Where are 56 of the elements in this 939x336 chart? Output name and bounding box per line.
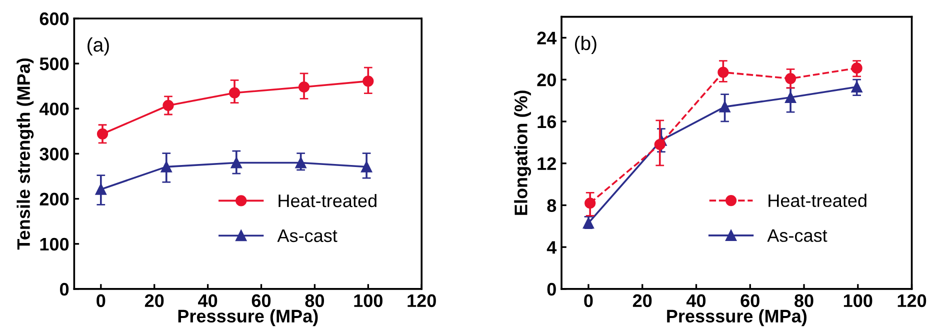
- y-tick-label: 600: [40, 12, 69, 26]
- point: [228, 87, 240, 98]
- y-axis-title: Tensile strength (MPa): [16, 58, 34, 250]
- point: [851, 81, 862, 92]
- y-tick-label: 8: [547, 199, 556, 212]
- point: [162, 100, 174, 112]
- x-tick-label: 100: [354, 294, 382, 308]
- x-tick-label: 120: [408, 294, 436, 308]
- point: [95, 184, 106, 195]
- point: [361, 161, 372, 172]
- x-tick-label: 0: [96, 294, 106, 308]
- x-tick-label: 20: [144, 294, 164, 308]
- y-tick-label: 500: [40, 57, 69, 70]
- legend-label: Heat-treated: [278, 194, 376, 208]
- point: [851, 62, 862, 74]
- y-tick-label: 24: [537, 32, 557, 44]
- point: [96, 128, 108, 140]
- legend-label: Heat-treated: [768, 194, 866, 208]
- y-tick-label: 200: [40, 192, 69, 206]
- x-axis-title: Presssure (MPa): [178, 309, 318, 326]
- x-tick-label: 60: [740, 294, 760, 308]
- y-axis-title: Elongation (%): [514, 90, 532, 215]
- point: [784, 73, 796, 84]
- x-tick-label: 80: [305, 294, 324, 308]
- x-tick-label: 100: [844, 294, 872, 308]
- point: [230, 157, 242, 168]
- x-tick-label: 40: [198, 294, 218, 308]
- x-tick-label: 40: [686, 294, 706, 308]
- point: [719, 101, 730, 112]
- legend-label: As-cast: [767, 229, 828, 242]
- y-tick-label: 0: [60, 282, 69, 296]
- y-tick-label: 4: [546, 241, 557, 254]
- point: [584, 198, 596, 209]
- x-tick-label: 120: [898, 294, 926, 308]
- y-tick-label: 12: [538, 157, 556, 170]
- point: [718, 66, 729, 78]
- annotation: (a): [88, 37, 109, 56]
- point: [654, 138, 666, 150]
- point: [784, 92, 796, 103]
- point: [298, 81, 310, 93]
- annotation: (b): [574, 36, 596, 54]
- x-tick-label: 20: [632, 294, 652, 308]
- point: [160, 161, 172, 172]
- point: [362, 76, 374, 87]
- x-tick-label: 0: [584, 294, 593, 308]
- y-tick-label: 400: [39, 102, 69, 116]
- y-tick-label: 20: [537, 74, 556, 86]
- point: [295, 157, 306, 168]
- x-tick-label: 60: [252, 294, 271, 308]
- legend-label: As-cast: [277, 229, 338, 242]
- y-tick-label: 16: [538, 115, 556, 128]
- x-tick-label: 80: [794, 294, 814, 308]
- x-axis-title: Presssure (MPa): [667, 309, 806, 326]
- y-tick-label: 100: [40, 238, 69, 251]
- y-tick-label: 300: [40, 148, 69, 160]
- y-tick-label: 0: [547, 282, 556, 296]
